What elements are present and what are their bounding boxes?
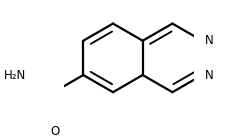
Text: H₂N: H₂N (4, 69, 26, 82)
Text: N: N (205, 69, 214, 82)
Text: N: N (205, 34, 214, 47)
Text: O: O (51, 125, 60, 138)
